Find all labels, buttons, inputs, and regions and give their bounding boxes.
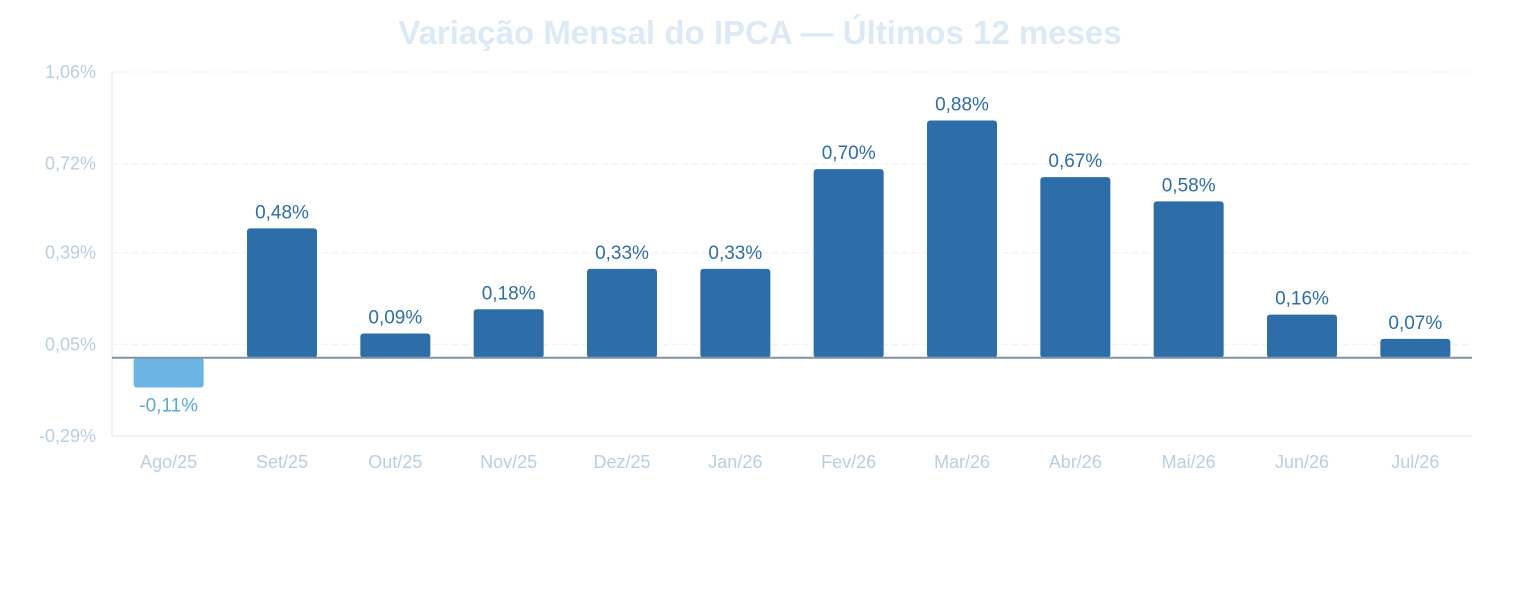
chart-title: Variação Mensal do IPCA — Últimos 12 mes… [398,14,1122,51]
data-label: 0,58% [1162,175,1216,196]
y-tick-label: -0,29% [39,426,96,446]
data-label: -0,11% [139,395,198,416]
x-tick-label: Dez/25 [593,452,650,472]
x-tick-label: Mai/26 [1162,452,1216,472]
data-label: 0,33% [595,243,649,264]
y-tick-label: 1,06% [45,62,96,82]
y-tick-label: 0,39% [45,243,96,263]
data-label: 0,09% [368,308,422,329]
x-tick-label: Jul/26 [1391,452,1439,472]
bar [1267,314,1337,358]
bar [360,333,431,358]
x-tick-label: Mar/26 [934,452,990,472]
data-label: 0,07% [1388,313,1442,334]
bar [587,268,657,358]
y-tick-label: 0,72% [45,154,96,174]
bar [247,228,317,358]
y-tick-label: 0,05% [45,334,96,354]
x-tick-label: Abr/26 [1049,452,1102,472]
x-tick-label: Ago/25 [140,452,197,472]
bar [813,169,884,358]
bar [700,268,771,358]
x-tick-label: Nov/25 [480,452,537,472]
x-tick-label: Set/25 [256,452,308,472]
x-tick-label: Jan/26 [708,452,762,472]
data-label: 0,70% [822,143,876,164]
bar [133,357,204,388]
data-label: 0,67% [1048,151,1102,172]
bar [473,309,544,358]
data-label: 0,48% [255,202,309,223]
bar [927,120,997,358]
x-tick-label: Out/25 [368,452,422,472]
x-tick-label: Fev/26 [821,452,876,472]
data-label: 0,88% [935,95,989,116]
data-label: 0,16% [1275,289,1329,310]
bar [1380,338,1451,358]
bar [1153,201,1224,358]
data-label: 0,18% [482,283,536,304]
data-label: 0,33% [708,243,762,264]
bar [1040,177,1111,358]
x-tick-label: Jun/26 [1275,452,1329,472]
